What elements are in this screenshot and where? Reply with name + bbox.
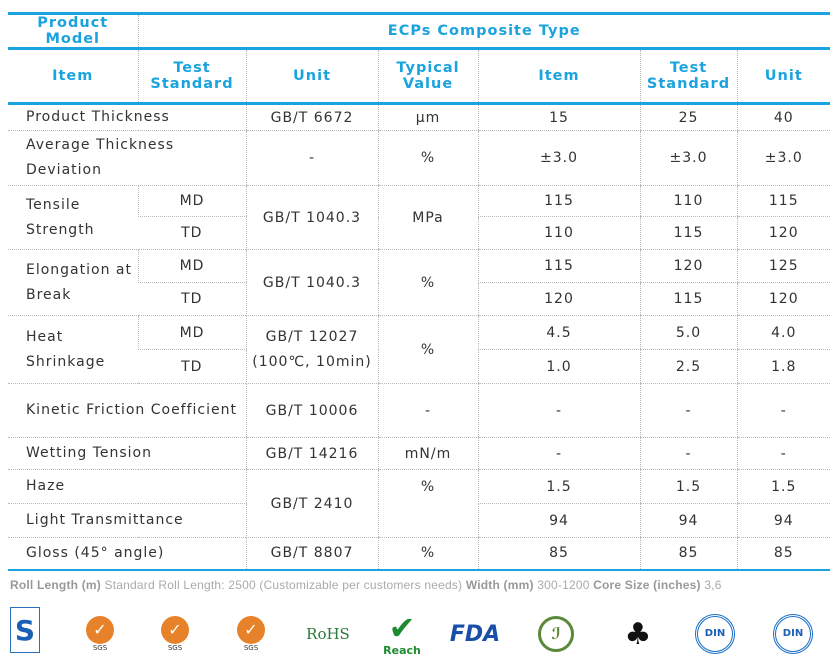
compostable-logo-icon: ♣	[624, 616, 652, 652]
table-row: TD 120 115 120	[8, 282, 830, 316]
table-row: Heat Shrinkage MD GB/T 12027 (100℃, 10min)…	[8, 315, 830, 384]
table-row: Product Thickness GB/T 6672 μm 15 25 40	[8, 103, 830, 131]
reach-logo-icon: ✔ Reach	[383, 608, 421, 657]
table-row: TD 1.0 2.5 1.8	[8, 349, 830, 384]
din-compostable-logo-icon: DIN	[768, 605, 818, 663]
table-row: Elongation at Break MD GB/T 1040.3% 115 120 1…	[8, 249, 830, 316]
table-row: Gloss (45° angle) GB/T 8807% 85 85 85	[8, 537, 830, 571]
col-header: Test Standard	[639, 48, 737, 105]
iso-14001-logo-icon: ✓ SGS	[150, 605, 200, 663]
qs-logo-icon: S	[10, 607, 40, 653]
table-row: Light Transmittance 94 94 94	[8, 503, 830, 538]
iso-9001-logo-icon: ✓ SGS	[75, 605, 125, 663]
rohs-logo-icon: RoHS	[306, 625, 350, 643]
table-row: Wetting Tension GB/T 14216 mN/m - - -	[8, 437, 830, 470]
col-header: Typical Value	[377, 48, 478, 105]
col-header: Unit	[245, 48, 378, 105]
type-header: ECPs Composite Type	[137, 12, 830, 50]
table-row: Haze GB/T 2410% 1.5 1.5 1.5	[8, 469, 830, 538]
product-model-header: Product Model	[8, 12, 138, 50]
iso-22000-logo-icon: ✓ SGS	[226, 605, 276, 663]
din-biobased-logo-icon: DIN	[690, 605, 740, 663]
col-header: Item	[8, 48, 138, 105]
eco-label-logo-icon: ℐ	[534, 605, 578, 663]
table-row: Tensile Strength MD GB/T 1040.3 MPa 115 110 11…	[8, 185, 830, 250]
col-header: Unit	[736, 48, 830, 105]
table-row: Kinetic Friction Coefficient GB/T 10006- -…	[8, 383, 830, 438]
fda-logo-icon: FDA	[449, 621, 501, 647]
col-header: Item	[477, 48, 640, 105]
table-row: TD 110 115 120	[8, 216, 830, 250]
roll-info: Roll Length (m) Standard Roll Length: 25…	[10, 578, 722, 592]
spec-table: Product Model ECPs Composite Type Item Te…	[8, 12, 830, 571]
certification-logos: S ✓ SGS ✓ SGS ✓ SGS RoHS ✔ Reach FDA ℐ ♣ DIN…	[0, 605, 836, 665]
col-header: Test Standard	[137, 48, 246, 105]
table-row: Average Thickness Deviation -% ±3.0 ±3.0 ±3.…	[8, 130, 830, 186]
core-size-value: 3,6	[704, 578, 722, 592]
